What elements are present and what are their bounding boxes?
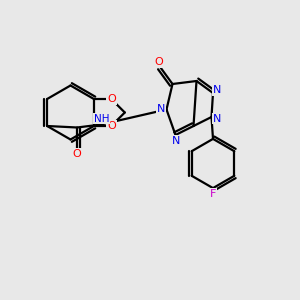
Text: F: F xyxy=(210,189,216,199)
Text: N: N xyxy=(213,85,222,95)
Text: NH: NH xyxy=(94,113,110,124)
Text: N: N xyxy=(157,104,165,115)
Text: O: O xyxy=(73,148,82,159)
Text: N: N xyxy=(172,136,180,146)
Text: O: O xyxy=(154,57,164,67)
Text: O: O xyxy=(107,121,116,131)
Text: N: N xyxy=(213,113,221,124)
Text: O: O xyxy=(107,94,116,104)
